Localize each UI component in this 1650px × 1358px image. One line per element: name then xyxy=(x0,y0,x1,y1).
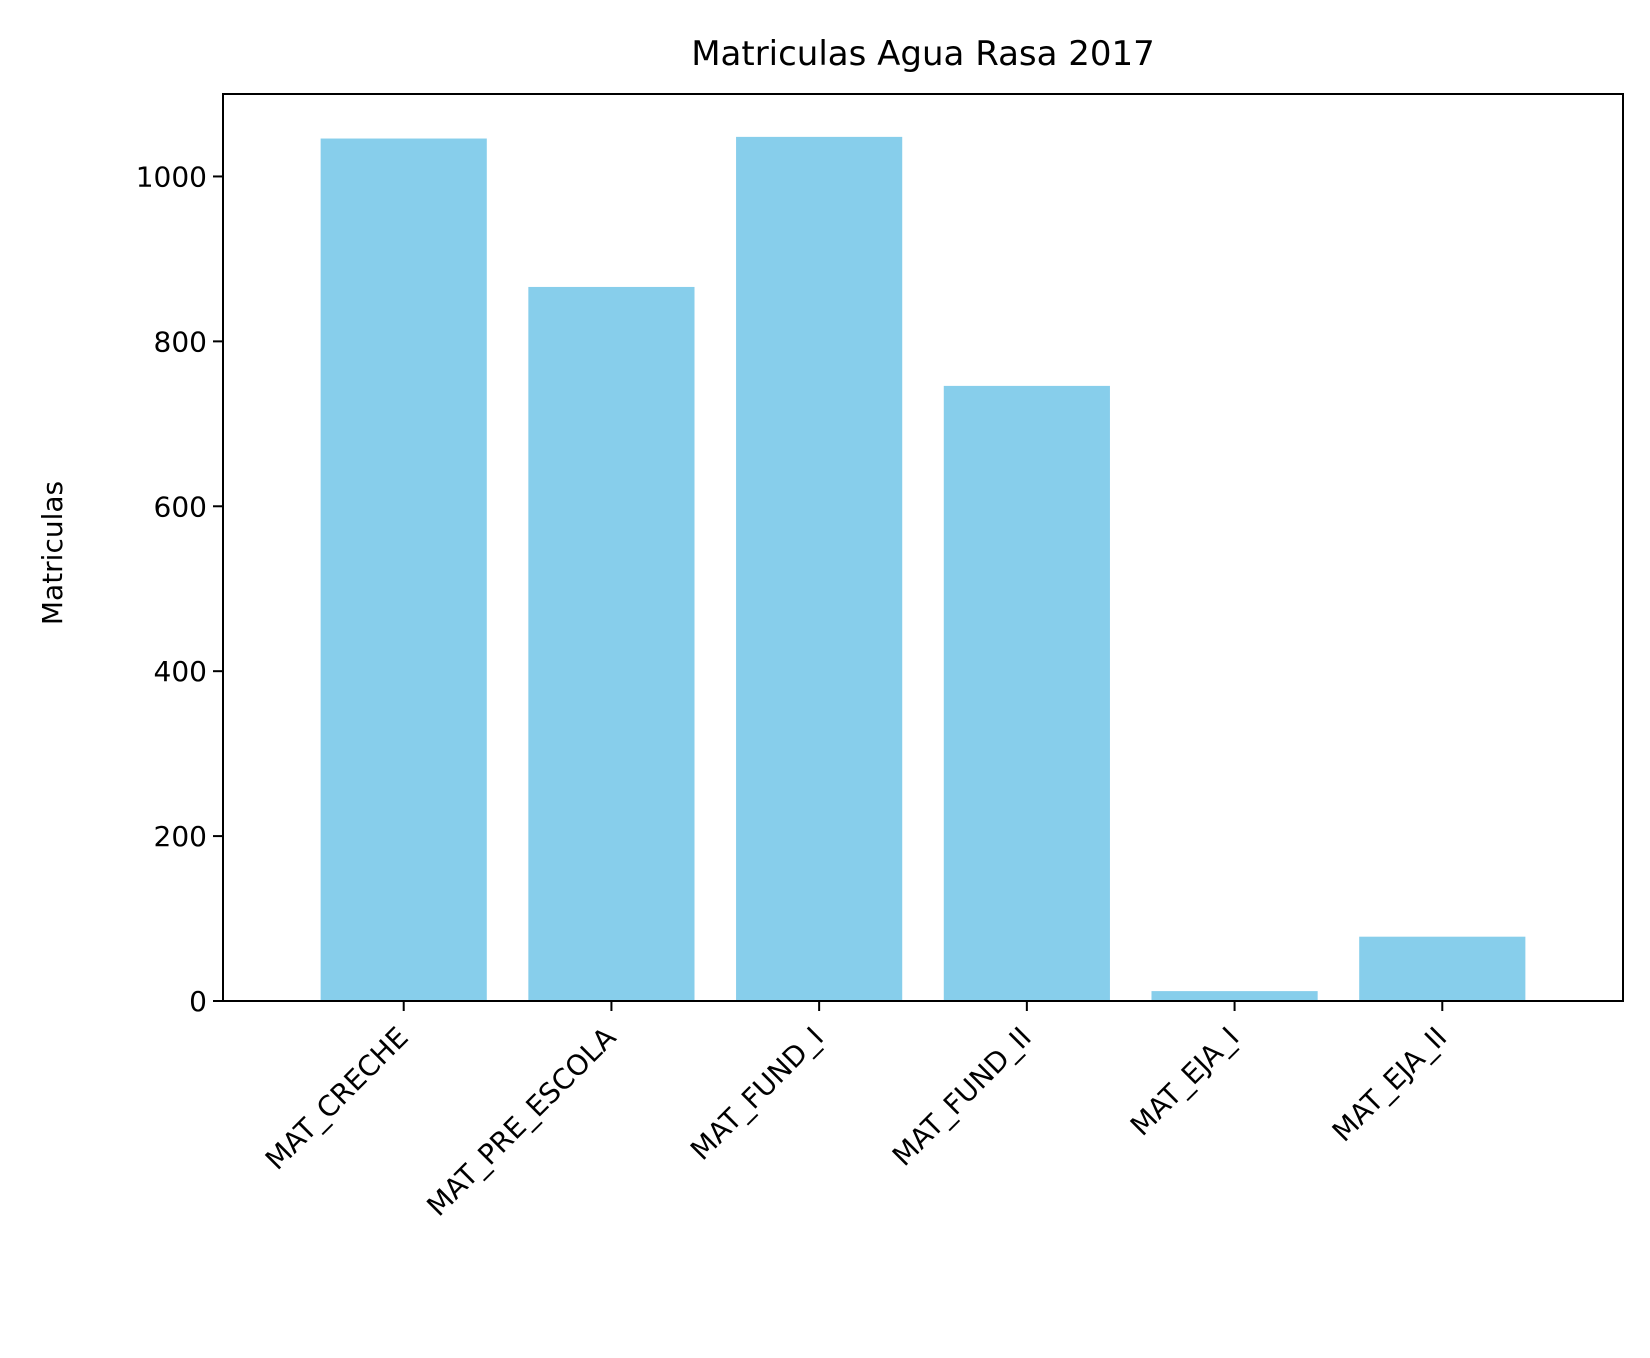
x-tick-label: MAT_FUND_II xyxy=(886,1021,1038,1173)
y-tick-label: 0 xyxy=(189,985,207,1018)
x-tick-label: MAT_CRECHE xyxy=(259,1021,415,1177)
y-tick-label: 400 xyxy=(154,655,207,688)
y-axis: 0 200 400 600 800 1000 xyxy=(136,160,223,1018)
x-axis: MAT_CRECHE MAT_PRE_ESCOLA MAT_FUND_I MAT_FU… xyxy=(259,1001,1453,1223)
bar-mat-fund-i xyxy=(736,136,903,1002)
x-tick-label: MAT_EJA_I xyxy=(1124,1021,1246,1143)
y-tick-label: 600 xyxy=(154,490,207,523)
bar-mat-fund-ii xyxy=(943,385,1110,1001)
bar-mat-eja-ii xyxy=(1359,936,1526,1001)
x-tick-label: MAT_FUND_I xyxy=(684,1021,830,1167)
plot-frame xyxy=(222,93,1624,1002)
y-axis-label: Matriculas xyxy=(36,481,69,625)
bar-mat-creche xyxy=(320,138,487,1001)
x-tick-label: MAT_EJA_II xyxy=(1326,1021,1454,1149)
y-tick-label: 1000 xyxy=(136,160,207,193)
bars-group xyxy=(320,136,1526,1002)
bar-mat-pre-escola xyxy=(528,286,695,1002)
y-tick-label: 200 xyxy=(154,820,207,853)
y-tick-label: 800 xyxy=(154,325,207,358)
bar-mat-eja-i xyxy=(1151,991,1318,1001)
chart-title: Matriculas Agua Rasa 2017 xyxy=(691,34,1155,74)
x-tick-label: MAT_PRE_ESCOLA xyxy=(420,1021,622,1223)
